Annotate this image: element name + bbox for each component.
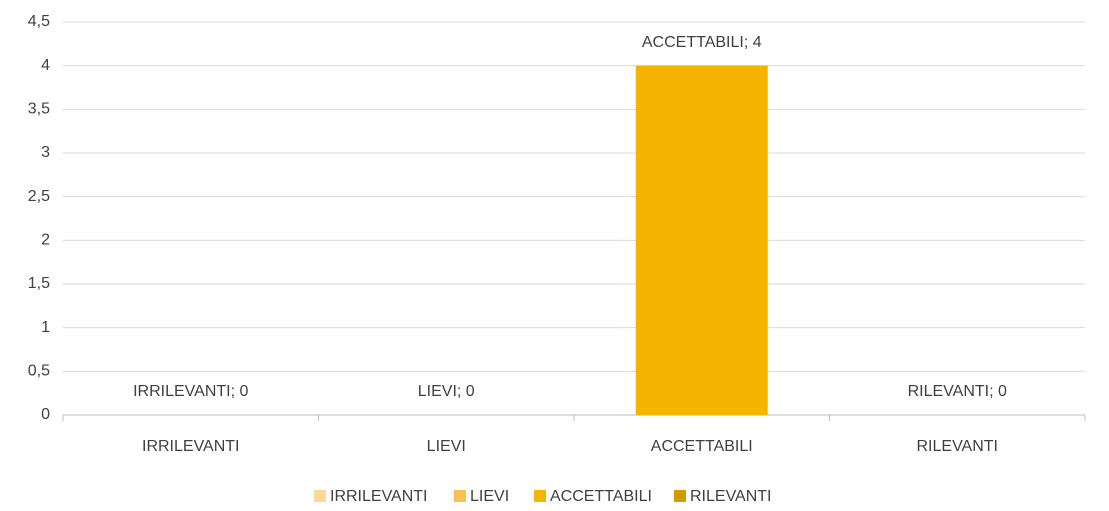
legend-swatch	[674, 490, 686, 502]
bar	[635, 65, 768, 416]
x-tick-label: RILEVANTI	[917, 438, 999, 455]
legend-swatch	[454, 490, 466, 502]
legend-label: IRRILEVANTI	[330, 488, 428, 505]
y-tick-label: 2	[41, 232, 50, 249]
y-tick-label: 4,5	[28, 13, 50, 30]
legend-swatch	[314, 490, 326, 502]
data-label: LIEVI; 0	[418, 383, 475, 400]
y-tick-label: 0	[41, 406, 50, 423]
legend-label: ACCETTABILI	[550, 488, 652, 505]
y-tick-label: 1,5	[28, 275, 50, 292]
data-label: RILEVANTI; 0	[908, 383, 1007, 400]
y-tick-label: 1	[41, 319, 50, 336]
y-tick-label: 4	[41, 57, 50, 74]
legend-label: LIEVI	[470, 488, 509, 505]
data-label: ACCETTABILI; 4	[642, 34, 762, 51]
y-tick-label: 3	[41, 144, 50, 161]
x-tick-label: ACCETTABILI	[651, 438, 753, 455]
x-tick-label: IRRILEVANTI	[142, 438, 240, 455]
legend-swatch	[534, 490, 546, 502]
y-tick-label: 3,5	[28, 101, 50, 118]
y-tick-label: 0,5	[28, 363, 50, 380]
data-label: IRRILEVANTI; 0	[133, 383, 248, 400]
x-tick-label: LIEVI	[427, 438, 466, 455]
legend-label: RILEVANTI	[690, 488, 772, 505]
y-tick-label: 2,5	[28, 188, 50, 205]
